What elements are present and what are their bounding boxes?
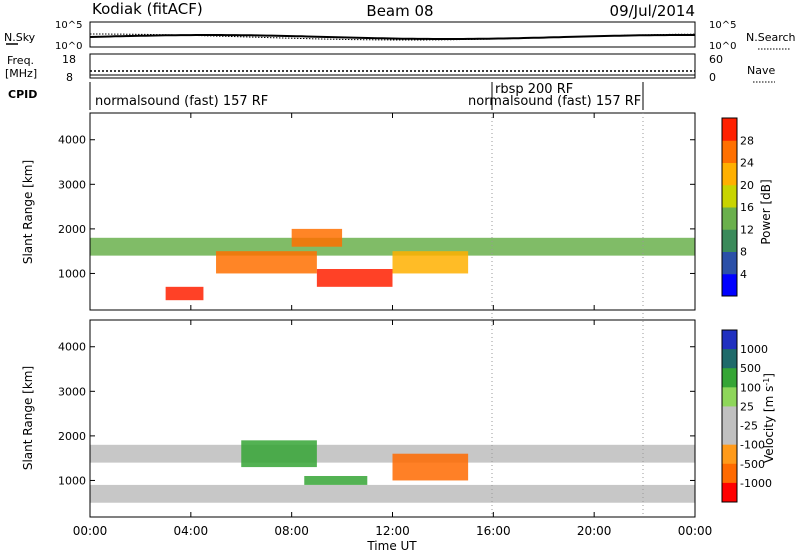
- date-title: 09/Jul/2014: [610, 2, 695, 20]
- colorbar-tick-label: 8: [740, 246, 747, 259]
- nsearch-tick-low: 10^0: [709, 41, 736, 52]
- colorbar-swatch: [722, 229, 737, 252]
- colorbar-swatch: [722, 251, 737, 275]
- nave-tick-high: 60: [709, 53, 723, 66]
- velocity-panel: 1000 2000 3000 4000 Slant Range [km] 1000 50…: [21, 319, 776, 518]
- nsky-label: N.Sky: [4, 31, 36, 44]
- colorbar-tick-label: 12: [740, 223, 754, 236]
- colorbar-swatch: [722, 184, 737, 208]
- colorbar-swatch: [722, 482, 737, 503]
- freq-label-line2: [MHz]: [5, 67, 37, 80]
- data-region: [165, 286, 204, 301]
- y-tick-label: 2000: [58, 430, 86, 443]
- colorbar-tick-label: 20: [740, 179, 754, 192]
- y-tick-label: 4000: [58, 341, 86, 354]
- power-ylabel: Slant Range [km]: [21, 160, 35, 264]
- beam-title: Beam 08: [366, 2, 433, 20]
- colorbar-swatch: [722, 273, 737, 297]
- data-region: [316, 268, 393, 287]
- x-tick-label: 20:00: [577, 524, 612, 538]
- colorbar-tick-label: -25: [740, 420, 758, 433]
- velocity-colorbar: 1000 500 100 25 -25 -100 -500 -1000: [721, 329, 772, 503]
- colorbar-tick-label: -500: [740, 458, 765, 471]
- y-tick-label: 1000: [58, 267, 86, 280]
- y-tick-label: 3000: [58, 178, 86, 191]
- freq-tick-low: 8: [66, 71, 73, 84]
- x-tick-label: 04:00: [174, 524, 209, 538]
- colorbar-swatch: [722, 349, 737, 369]
- colorbar-swatch: [722, 425, 737, 446]
- x-tick-label: 12:00: [375, 524, 410, 538]
- colorbar-frame: [721, 117, 738, 297]
- nsearch-tick-high: 10^5: [709, 20, 736, 31]
- cpid-label: CPID: [8, 88, 37, 101]
- velocity-yticks: 1000 2000 3000 4000: [58, 341, 695, 487]
- colorbar-tick-label: 25: [740, 400, 754, 413]
- colorbar-tick-label: 1000: [740, 343, 768, 356]
- colorbar-swatch: [722, 330, 737, 350]
- power-yticks: 1000 2000 3000 4000: [58, 134, 695, 280]
- power-colorbar: 4 8 12 16 20 24 28: [721, 117, 754, 297]
- colorbar-tick-label: -1000: [740, 477, 772, 490]
- cpid-segment-3: normalsound (fast) 157 RF: [468, 94, 641, 109]
- freq-panel: Freq. [MHz] 18 8 60 0 Nave: [5, 53, 775, 84]
- velocity-cells: [90, 440, 695, 503]
- velocity-ylabel: Slant Range [km]: [21, 366, 35, 470]
- colorbar-swatch: [722, 406, 737, 427]
- colorbar-swatch: [722, 387, 737, 407]
- colorbar-swatch: [722, 368, 737, 388]
- y-tick-label: 1000: [58, 474, 86, 487]
- data-region: [90, 484, 695, 503]
- x-tick-label: 00:00: [678, 524, 713, 538]
- cpid-panel: CPID normalsound (fast) 157 RF rbsp 200 …: [8, 82, 644, 110]
- colorbar-tick-label: 100: [740, 381, 761, 394]
- nsky-tick-high: 10^5: [55, 20, 82, 31]
- colorbar-tick-label: 24: [740, 157, 754, 170]
- colorbar-swatch: [722, 162, 737, 186]
- colorbar-tick-label: 500: [740, 362, 761, 375]
- colorbar-swatch: [722, 118, 737, 141]
- nsearch-label: N.Search: [746, 31, 796, 44]
- data-region: [291, 228, 343, 247]
- colorbar-tick-label: 28: [740, 134, 754, 147]
- data-region: [216, 251, 317, 274]
- velocity-colorbar-label: Velocity [m s-1]: [762, 373, 776, 463]
- freq-frame: [89, 53, 696, 79]
- power-panel: 1000 2000 3000 4000 Slant Range [km] 4 8 12 16…: [21, 112, 773, 311]
- colorbar-swatch: [722, 444, 737, 465]
- power-cells: [90, 228, 695, 301]
- data-region: [241, 440, 317, 468]
- data-region: [392, 453, 469, 481]
- y-tick-label: 2000: [58, 223, 86, 236]
- y-tick-label: 3000: [58, 385, 86, 398]
- nsearch-trace: [90, 33, 696, 41]
- freq-label-line1: Freq.: [7, 54, 34, 67]
- nsky-panel: N.Sky 10^5 10^0 10^5 10^0 N.Search: [4, 20, 796, 52]
- colorbar-swatch: [722, 140, 737, 163]
- colorbar-tick-label: 16: [740, 201, 754, 214]
- time-axis-label: Time UT: [366, 539, 417, 553]
- colorbar-swatch: [722, 207, 737, 230]
- cpid-segment-1: normalsound (fast) 157 RF: [95, 94, 268, 109]
- data-region: [304, 475, 368, 485]
- y-tick-label: 4000: [58, 134, 86, 147]
- data-region: [392, 251, 469, 274]
- colorbar-tick-label: -100: [740, 439, 765, 452]
- colorbar-swatch: [722, 463, 737, 484]
- nsky-tick-low: 10^0: [55, 41, 82, 52]
- x-tick-label: 00:00: [73, 524, 108, 538]
- colorbar-tick-label: 4: [740, 268, 747, 281]
- station-title: Kodiak (fitACF): [92, 0, 203, 18]
- nave-label: Nave: [747, 64, 775, 77]
- power-colorbar-label: Power [dB]: [759, 179, 773, 244]
- colorbar-frame: [721, 329, 738, 503]
- time-axis: 00:00 04:00 08:00 12:00 16:00 20:00 00:00: [73, 113, 713, 538]
- freq-tick-high: 18: [62, 53, 76, 66]
- x-tick-label: 16:00: [476, 524, 511, 538]
- cpid-segment-2: rbsp 200 RF: [495, 82, 573, 97]
- x-tick-label: 08:00: [274, 524, 309, 538]
- nave-tick-low: 0: [709, 71, 716, 84]
